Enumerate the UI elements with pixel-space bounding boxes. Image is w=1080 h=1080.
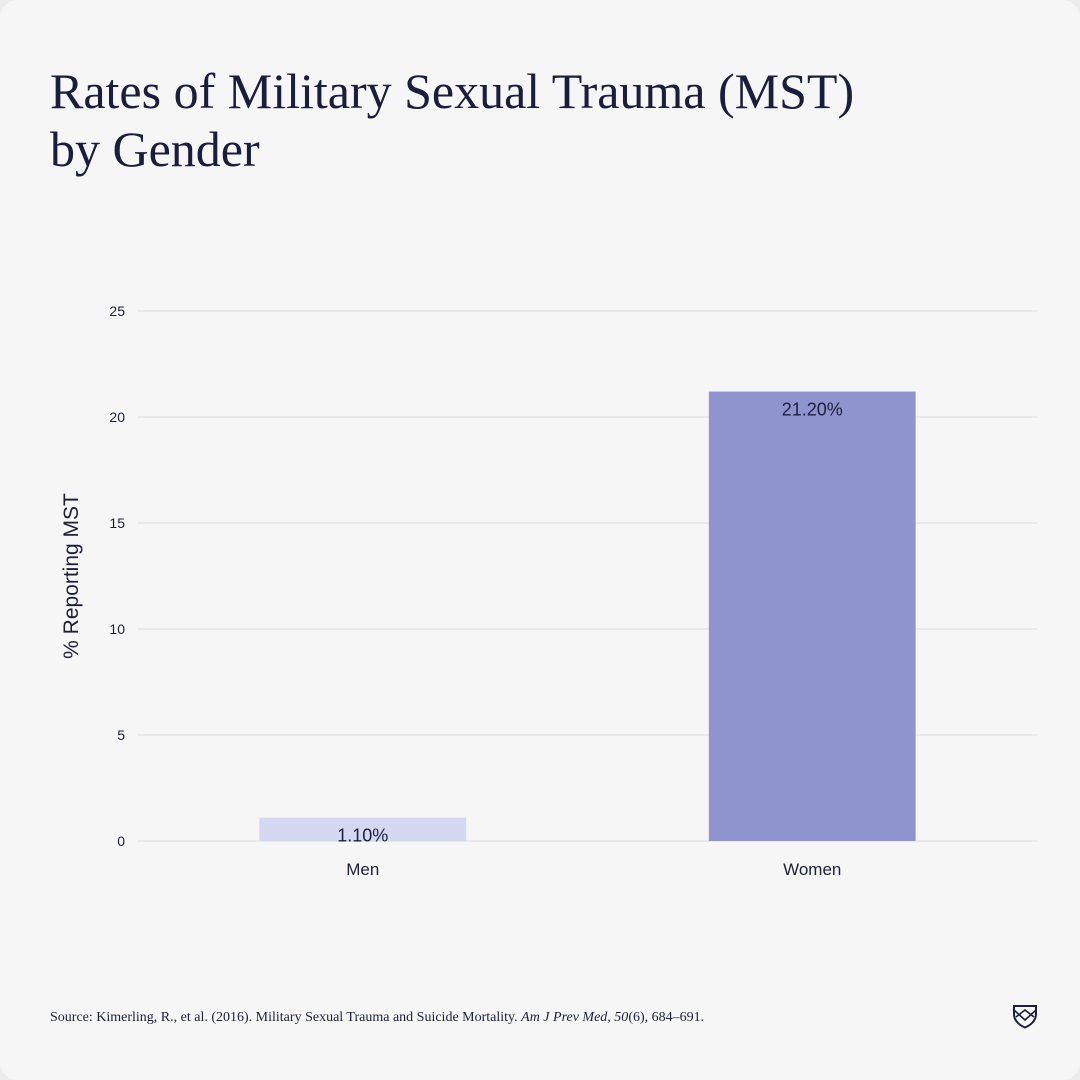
- source-citation: Source: Kimerling, R., et al. (2016). Mi…: [50, 1010, 704, 1026]
- source-issue: (6), 684–691.: [628, 1010, 705, 1025]
- y-tick-label: 15: [109, 515, 125, 531]
- y-tick-label: 25: [109, 303, 125, 319]
- chart-title-line-1: Rates of Military Sexual Trauma (MST): [50, 63, 855, 119]
- x-tick-label: Men: [346, 860, 379, 879]
- y-tick-label: 20: [109, 409, 125, 425]
- bar: [708, 391, 916, 841]
- y-tick-label: 5: [117, 727, 125, 743]
- source-prefix: Source: Kimerling, R., et al. (2016). Mi…: [50, 1010, 518, 1025]
- y-tick-label: 10: [109, 621, 125, 637]
- y-axis-label: % Reporting MST: [60, 493, 83, 659]
- data-label: 1.10%: [337, 826, 388, 846]
- bar: [259, 817, 467, 841]
- shield-crest-icon: [1013, 1005, 1037, 1029]
- y-tick-label: 0: [117, 833, 125, 849]
- source-journal: Am J Prev Med, 50: [521, 1010, 629, 1025]
- chart-title: Rates of Military Sexual Trauma (MST) by…: [50, 62, 1030, 178]
- x-tick-label: Women: [783, 860, 841, 879]
- data-label: 21.20%: [782, 400, 843, 420]
- chart-title-line-2: by Gender: [50, 121, 260, 177]
